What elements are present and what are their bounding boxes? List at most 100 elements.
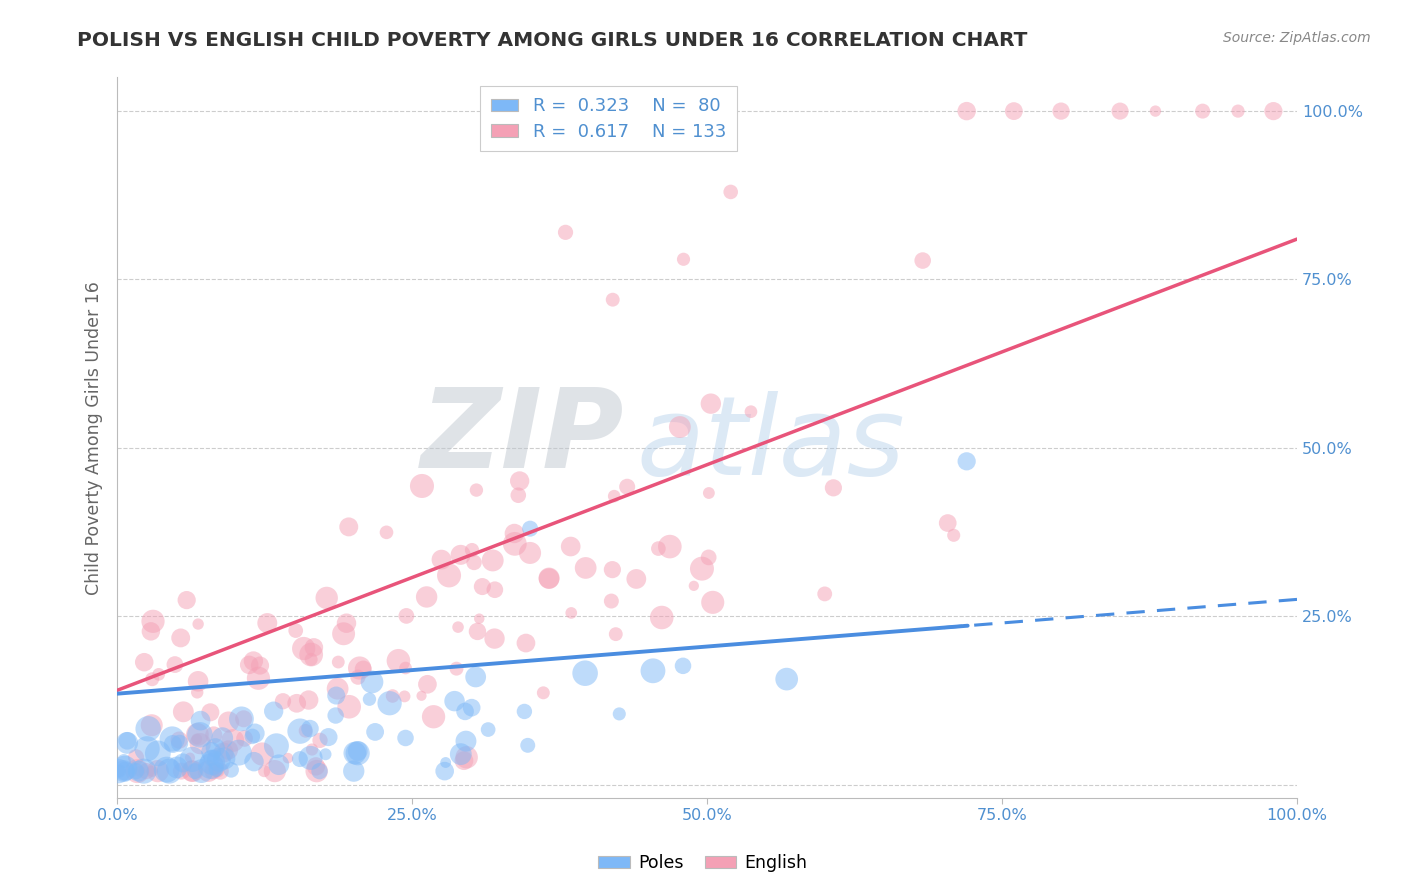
Point [394,661,416,675]
Point [509,474,531,488]
Point [141,718,163,732]
Point [204,740,226,755]
Point [361,675,384,690]
Point [232,712,254,726]
Point [142,615,165,629]
Point [108,764,131,778]
Point [184,764,207,778]
Point [626,572,648,586]
Point [538,571,561,585]
Point [346,744,368,758]
Point [1227,104,1250,119]
Point [179,750,201,764]
Point [672,252,695,267]
Point [477,723,499,737]
Point [181,752,204,766]
Legend: R =  0.323    N =  80, R =  0.617    N = 133: R = 0.323 N = 80, R = 0.617 N = 133 [481,87,737,152]
Point [554,225,576,239]
Point [332,626,354,640]
Point [218,714,240,729]
Point [115,736,138,750]
Point [359,692,381,706]
Point [1109,104,1132,119]
Text: atlas: atlas [637,392,905,499]
Point [574,666,596,681]
Point [326,681,349,696]
Point [503,526,526,541]
Point [288,752,311,766]
Point [325,708,347,723]
Point [378,696,401,710]
Point [560,606,582,620]
Point [309,733,332,747]
Point [114,764,136,778]
Point [187,617,209,632]
Point [346,746,368,760]
Point [200,759,222,773]
Point [288,724,311,739]
Point [117,733,139,747]
Point [233,731,256,746]
Point [669,420,692,434]
Point [205,762,228,776]
Point [508,488,530,502]
Point [315,747,337,762]
Legend: Poles, English: Poles, English [592,847,814,879]
Point [315,591,337,605]
Point [112,754,135,768]
Point [305,759,328,773]
Point [352,662,374,676]
Point [180,764,202,778]
Point [395,608,418,623]
Point [135,764,157,778]
Point [740,405,762,419]
Point [128,764,150,778]
Point [605,627,627,641]
Point [200,706,222,720]
Point [516,739,538,753]
Point [172,705,194,719]
Point [228,746,250,760]
Point [170,631,193,645]
Point [242,654,264,668]
Point [240,730,263,744]
Point [658,540,681,554]
Point [415,590,437,604]
Point [263,704,285,718]
Point [651,610,673,624]
Point [214,751,236,765]
Point [127,764,149,778]
Point [141,764,163,778]
Point [422,710,444,724]
Point [108,764,131,778]
Point [170,764,193,778]
Point [157,764,180,778]
Point [162,737,184,751]
Point [602,293,624,307]
Point [125,750,148,764]
Point [364,725,387,739]
Point [1263,104,1285,119]
Point [697,486,720,500]
Point [298,722,321,736]
Text: POLISH VS ENGLISH CHILD POVERTY AMONG GIRLS UNDER 16 CORRELATION CHART: POLISH VS ENGLISH CHILD POVERTY AMONG GI… [77,31,1028,50]
Point [305,764,328,778]
Point [166,760,188,774]
Point [720,185,742,199]
Point [471,580,494,594]
Point [411,689,433,703]
Point [381,689,404,703]
Point [647,541,669,556]
Point [515,636,537,650]
Point [186,685,208,699]
Point [167,733,190,747]
Point [292,641,315,656]
Point [464,670,486,684]
Point [148,667,170,681]
Point [141,672,163,686]
Point [682,579,704,593]
Point [453,754,475,768]
Point [942,528,965,542]
Point [284,624,307,638]
Point [263,764,285,778]
